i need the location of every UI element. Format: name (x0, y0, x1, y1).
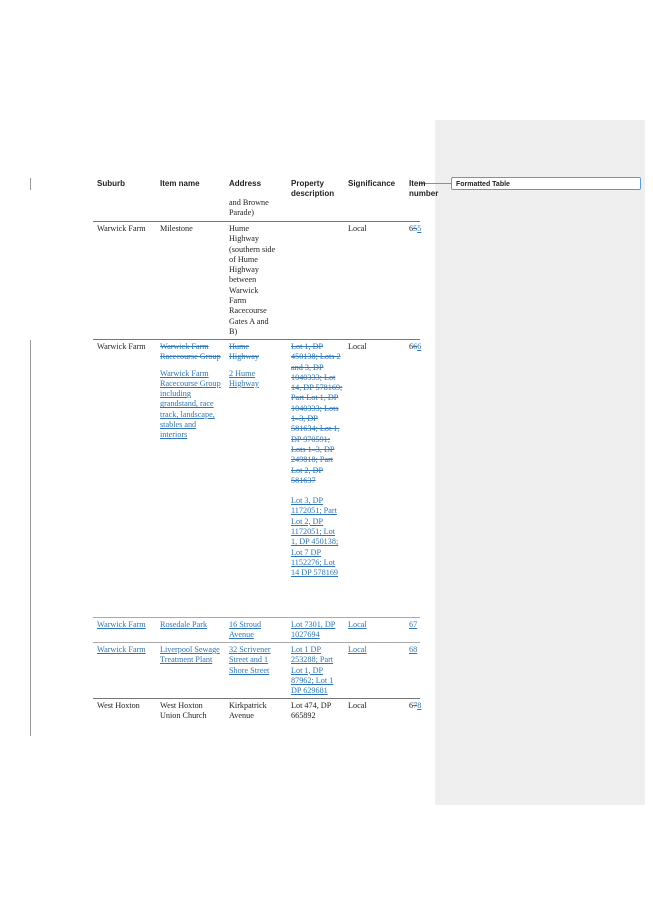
formatted-table-comment[interactable]: Formatted Table (451, 177, 641, 190)
inserted-text: 2 Hume Highway (229, 368, 260, 388)
row5-significance: Local (348, 701, 367, 710)
row4-item-name: Liverpool Sewage Treatment Plant (160, 645, 220, 665)
row5-address: Kirkpatrick Avenue (229, 701, 267, 721)
comment-margin-pane (435, 120, 645, 805)
change-bar (30, 178, 31, 190)
header-property-description: Property description (291, 179, 335, 198)
row4-significance: Local (348, 645, 367, 654)
inserted-text: 6 (417, 342, 422, 351)
continuation-address: and Browne Parade) (229, 198, 269, 218)
header-address: Address (229, 179, 262, 188)
deleted-text: 7 (413, 701, 418, 710)
header-item-number: Item number (409, 179, 439, 198)
inserted-text: 5 (417, 224, 422, 233)
row3-significance: Local (348, 620, 367, 629)
inserted-text: Warwick Farm Racecourse Group including … (160, 368, 221, 440)
row5-property-description: Lot 474, DP 665892 (291, 701, 331, 721)
row-divider (93, 642, 420, 643)
row1-significance: Local (348, 224, 367, 233)
row4-property-description: Lot 1 DP 253288; Part Lot 1, DP 87962; L… (291, 645, 334, 696)
deleted-text: 6 (413, 342, 418, 351)
row3-item-number: 67 (409, 620, 418, 629)
deleted-text: 5 (413, 224, 418, 233)
row1-item-name: Milestone (160, 224, 193, 233)
row4-suburb: Warwick Farm (97, 645, 146, 654)
row3-suburb: Warwick Farm (97, 620, 146, 629)
row2-suburb: Warwick Farm (97, 342, 146, 351)
row3-property-description: Lot 7301, DP 1027694 (291, 620, 336, 640)
comment-connector-line (419, 183, 451, 184)
change-bar (30, 340, 31, 736)
row-divider (93, 221, 420, 222)
row-divider (93, 339, 420, 340)
row-divider (93, 617, 420, 618)
row3-item-name: Rosedale Park (160, 620, 208, 629)
deleted-text: Warwick Farm Racecourse Group (160, 342, 221, 362)
row5-item-name: West Hoxton Union Church (160, 701, 207, 721)
inserted-text: 8 (417, 701, 422, 710)
deleted-text: Lot 1, DP 450138; Lots 2 and 3, DP 10403… (291, 342, 343, 485)
row1-address: Hume Highway (southern side of Hume High… (229, 224, 276, 336)
row5-item-number: 678 (409, 701, 422, 710)
row2-property-description: Lot 1, DP 450138; Lots 2 and 3, DP 10403… (291, 342, 343, 579)
row5-suburb: West Hoxton (97, 701, 140, 710)
header-item-name: Item name (160, 179, 200, 188)
row2-item-name: Warwick Farm Racecourse Group Warwick Fa… (160, 342, 222, 441)
row4-address: 32 Scrivener Street and 1 Shore Street (229, 645, 271, 675)
row2-address: Hume Highway 2 Hume Highway (229, 342, 277, 389)
row1-suburb: Warwick Farm (97, 224, 146, 233)
header-suburb: Suburb (97, 179, 125, 188)
row2-significance: Local (348, 342, 367, 351)
row-divider (93, 698, 420, 699)
deleted-text: Hume Highway (229, 342, 260, 362)
row4-item-number: 68 (409, 645, 418, 654)
inserted-text: Lot 3, DP 1172051; Part Lot 2, DP 117205… (291, 496, 339, 578)
comment-label: Formatted Table (456, 181, 510, 188)
row3-address: 16 Stroud Avenue (229, 620, 262, 640)
row1-item-number: 655 (409, 224, 422, 233)
row2-item-number: 666 (409, 342, 422, 351)
header-significance: Significance (348, 179, 396, 188)
